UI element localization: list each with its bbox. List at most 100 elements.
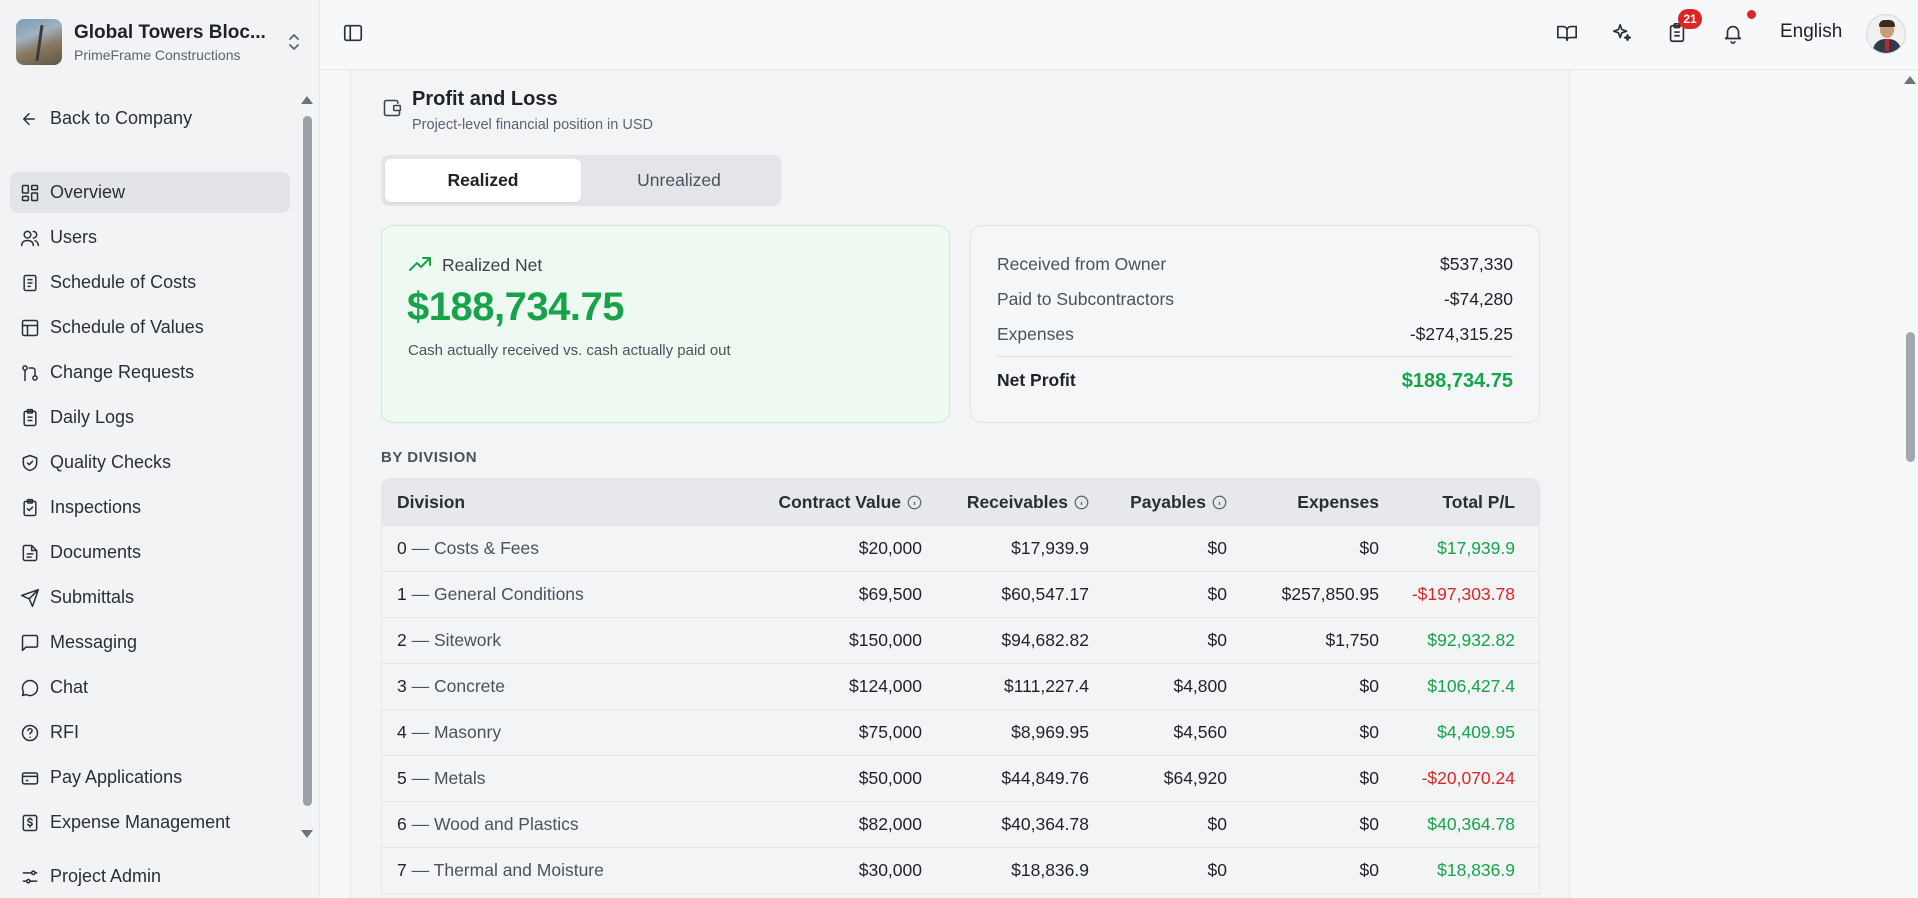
divider — [997, 356, 1513, 357]
sidebar-item-label: Submittals — [50, 587, 135, 607]
document-icon — [23, 274, 37, 291]
table-row[interactable]: 1 — General Conditions $69,500 $60,547.17 $… — [382, 571, 1539, 617]
division-heading: BY DIVISION — [381, 449, 478, 466]
cell-receivables: $44,849.76 — [1001, 768, 1089, 788]
info-icon[interactable] — [1074, 495, 1089, 510]
info-icon[interactable] — [907, 495, 922, 510]
sidebar-scrollbar[interactable] — [300, 94, 314, 840]
cell-total-pl: $92,932.82 — [1427, 630, 1515, 650]
scrollbar-thumb[interactable] — [303, 116, 312, 806]
table-row[interactable]: 6 — Wood and Plastics $82,000 $40,364.78 $0… — [382, 801, 1539, 847]
table-header: Division Contract Value Receivables Paya… — [382, 479, 1539, 525]
info-icon[interactable] — [1212, 495, 1227, 510]
cell-expenses: $0 — [1359, 722, 1379, 742]
sidebar-item-quality-checks[interactable]: Quality Checks — [10, 442, 290, 483]
page-subtitle: Project-level financial position in USD — [412, 117, 653, 133]
cell-receivables: $17,939.9 — [1011, 538, 1089, 558]
cell-expenses: $0 — [1359, 768, 1379, 788]
bell-icon[interactable] — [1722, 22, 1744, 44]
cell-total-pl: $40,364.78 — [1427, 814, 1515, 834]
cell-contract-value: $150,000 — [849, 630, 922, 650]
table-row[interactable]: 0 — Costs & Fees $20,000 $17,939.9 $0 $0 $17,… — [382, 525, 1539, 571]
table-row[interactable]: 7 — Thermal and Moisture $30,000 $18,836.9… — [382, 847, 1539, 893]
cell-contract-value: $20,000 — [858, 538, 922, 558]
sidebar-item-label: RFI — [50, 722, 79, 742]
net-label: Realized Net — [442, 254, 543, 275]
net-description: Cash actually received vs. cash actually… — [408, 342, 731, 359]
sidebar-item-label: Pay Applications — [50, 767, 183, 787]
sidebar-item-submittals[interactable]: Submittals — [10, 577, 290, 618]
sidebar-item-users[interactable]: Users — [10, 217, 290, 258]
sparkles-icon[interactable] — [1611, 22, 1633, 44]
realization-toggle: Realized Unrealized — [381, 155, 781, 206]
users-icon — [20, 230, 40, 246]
scroll-up-arrow-icon[interactable] — [1904, 76, 1916, 84]
cell-division: 3 — Concrete — [382, 676, 702, 697]
sidebar-item-expense-management[interactable]: Expense Management — [10, 802, 290, 843]
cell-contract-value: $82,000 — [858, 814, 922, 834]
cell-division: 6 — Wood and Plastics — [382, 814, 702, 835]
sidebar-item-schedule-of-costs[interactable]: Schedule of Costs — [10, 262, 290, 303]
sidebar-toggle-icon[interactable] — [342, 22, 364, 44]
sidebar-item-documents[interactable]: Documents — [10, 532, 290, 573]
sidebar: Global Towers Bloc... PrimeFrame Constru… — [0, 0, 320, 898]
table-row[interactable]: 5 — Metals $50,000 $44,849.76 $64,920 $0 -$20… — [382, 755, 1539, 801]
cell-contract-value: $69,500 — [858, 584, 922, 604]
user-avatar[interactable] — [1866, 14, 1906, 54]
book-open-icon[interactable] — [1556, 22, 1578, 44]
section-header: Profit and Loss Project-level financial … — [382, 88, 653, 133]
sidebar-item-project-admin[interactable]: Project Admin — [20, 866, 161, 887]
project-switcher[interactable]: Global Towers Bloc... PrimeFrame Constru… — [16, 14, 304, 70]
sidebar-item-messaging[interactable]: Messaging — [10, 622, 290, 663]
table-row[interactable]: 3 — Concrete $124,000 $111,227.4 $4,800 $0 $1… — [382, 663, 1539, 709]
dashboard-icon — [21, 184, 39, 201]
cell-contract-value: $75,000 — [858, 722, 922, 742]
scrollbar-thumb[interactable] — [1906, 332, 1915, 462]
division-number: 3 — [397, 676, 407, 696]
cell-division: 2 — Sitework — [382, 630, 702, 651]
division-name: — Masonry — [411, 722, 502, 742]
git-pull-icon — [22, 364, 38, 381]
col-total-pl[interactable]: Total P/L — [1442, 491, 1515, 512]
send-icon — [20, 588, 40, 607]
shield-check-icon — [22, 454, 38, 471]
cell-total-pl: $4,409.95 — [1437, 722, 1515, 742]
table-row[interactable]: 4 — Masonry $75,000 $8,969.95 $4,560 $0 $4,40… — [382, 709, 1539, 755]
sidebar-item-label: Daily Logs — [50, 407, 135, 427]
sidebar-item-chat[interactable]: Chat — [10, 667, 290, 708]
notification-dot — [1747, 10, 1756, 19]
col-division[interactable]: Division — [397, 491, 466, 512]
help-circle-icon — [21, 724, 39, 741]
col-payables[interactable]: Payables — [1130, 491, 1206, 512]
sidebar-item-label: Inspections — [50, 497, 142, 517]
tab-unrealized[interactable]: Unrealized — [637, 170, 721, 190]
sidebar-item-label: Messaging — [50, 632, 138, 652]
scroll-down-arrow-icon[interactable] — [301, 830, 313, 838]
main-scrollbar[interactable] — [1902, 70, 1918, 898]
sidebar-item-inspections[interactable]: Inspections — [10, 487, 290, 528]
division-number: 6 — [397, 814, 407, 834]
division-name: — Sitework — [411, 630, 502, 650]
sidebar-item-schedule-of-values[interactable]: Schedule of Values — [10, 307, 290, 348]
cell-receivables: $94,682.82 — [1001, 630, 1089, 650]
wallet-icon — [21, 771, 39, 785]
col-contract-value[interactable]: Contract Value — [778, 491, 901, 512]
sidebar-item-change-requests[interactable]: Change Requests — [10, 352, 290, 393]
scroll-up-arrow-icon[interactable] — [301, 96, 313, 104]
sidebar-nav: Overview Users Schedule of Costs Schedul… — [10, 172, 290, 847]
sidebar-item-rfi[interactable]: RFI — [10, 712, 290, 753]
back-to-company-link[interactable]: Back to Company — [20, 108, 192, 129]
cell-payables: $0 — [1207, 538, 1227, 558]
sidebar-item-daily-logs[interactable]: Daily Logs — [10, 397, 290, 438]
language-selector[interactable]: English — [1780, 21, 1843, 42]
col-expenses[interactable]: Expenses — [1297, 491, 1379, 512]
cell-total-pl: $18,836.9 — [1437, 860, 1515, 880]
table-row[interactable]: 2 — Sitework $150,000 $94,682.82 $0 $1,750 $9… — [382, 617, 1539, 663]
tab-realized[interactable]: Realized — [385, 159, 581, 202]
sidebar-item-label: Chat — [50, 677, 89, 697]
col-receivables[interactable]: Receivables — [966, 491, 1068, 512]
cell-contract-value: $124,000 — [849, 676, 922, 696]
sidebar-item-pay-applications[interactable]: Pay Applications — [10, 757, 290, 798]
sidebar-item-overview[interactable]: Overview — [10, 172, 290, 213]
project-name: Global Towers Bloc... — [74, 21, 266, 43]
